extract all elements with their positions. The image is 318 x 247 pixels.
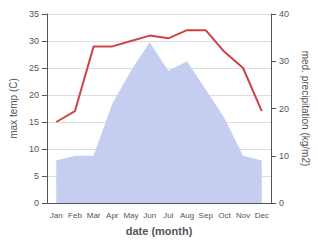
svg-text:0: 0 [34,198,39,208]
svg-text:Sep: Sep [199,211,214,220]
svg-text:Mar: Mar [87,211,101,220]
svg-text:May: May [123,211,138,220]
svg-text:Jan: Jan [50,211,63,220]
svg-text:20: 20 [279,104,289,114]
svg-text:Jul: Jul [163,211,173,220]
svg-text:10: 10 [29,144,39,154]
svg-text:35: 35 [29,9,39,19]
svg-text:15: 15 [29,117,39,127]
svg-text:Nov: Nov [236,211,250,220]
svg-text:30: 30 [29,36,39,46]
svg-text:Jun: Jun [143,211,156,220]
svg-text:Dec: Dec [255,211,269,220]
svg-text:Aug: Aug [180,211,194,220]
svg-text:Apr: Apr [106,211,119,220]
svg-text:med. precipitation (kg/m2): med. precipitation (kg/m2) [300,51,311,167]
svg-text:40: 40 [279,9,289,19]
svg-text:0: 0 [279,198,284,208]
svg-text:20: 20 [29,90,39,100]
svg-text:Oct: Oct [218,211,231,220]
svg-text:Feb: Feb [68,211,82,220]
svg-text:25: 25 [29,63,39,73]
svg-text:30: 30 [279,56,289,66]
svg-text:max temp (C): max temp (C) [8,78,19,139]
svg-text:date (month): date (month) [126,225,193,237]
svg-text:5: 5 [34,171,39,181]
svg-text:10: 10 [279,151,289,161]
